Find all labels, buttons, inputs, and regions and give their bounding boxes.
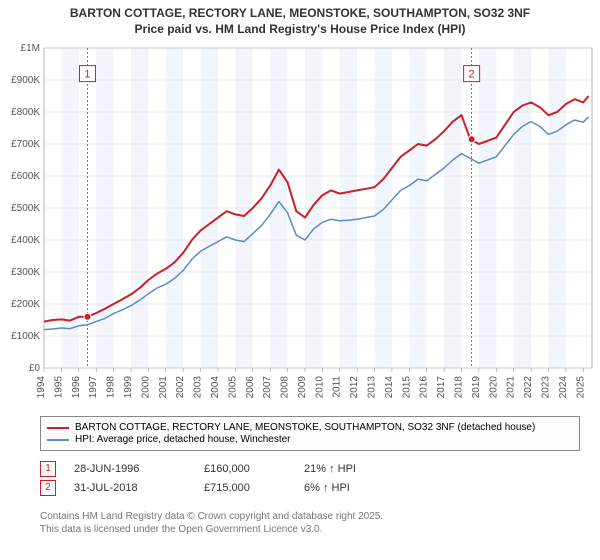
svg-text:2005: 2005 [227,376,238,399]
svg-text:2025: 2025 [575,376,586,399]
marker-row: 1 28-JUN-1996 £160,000 21% ↑ HPI [40,461,356,477]
legend-item: BARTON COTTAGE, RECTORY LANE, MEONSTOKE,… [47,422,573,433]
svg-text:2003: 2003 [193,376,204,399]
svg-text:2: 2 [469,69,475,81]
marker-badge: 2 [40,480,56,496]
svg-text:1994: 1994 [36,376,47,399]
svg-text:£0: £0 [29,363,41,374]
svg-text:1995: 1995 [53,376,64,399]
legend-swatch [47,439,69,441]
svg-text:2024: 2024 [558,376,569,399]
svg-text:2013: 2013 [367,376,378,399]
svg-text:2002: 2002 [175,376,186,399]
title-line-1: BARTON COTTAGE, RECTORY LANE, MEONSTOKE,… [0,6,600,22]
svg-text:2016: 2016 [419,376,430,399]
footer-line-1: Contains HM Land Registry data © Crown c… [40,510,383,523]
svg-text:£400K: £400K [11,235,40,246]
svg-text:2017: 2017 [436,376,447,399]
chart-title: BARTON COTTAGE, RECTORY LANE, MEONSTOKE,… [0,0,600,37]
svg-text:£800K: £800K [11,107,40,118]
svg-text:2001: 2001 [158,376,169,399]
svg-text:2010: 2010 [314,376,325,399]
svg-text:2021: 2021 [506,376,517,399]
marker-hpi: 21% ↑ HPI [304,463,356,475]
svg-text:2007: 2007 [262,376,273,399]
footer-line-2: This data is licensed under the Open Gov… [40,523,383,536]
marker-badge: 1 [40,461,56,477]
svg-text:1998: 1998 [106,376,117,399]
svg-text:£500K: £500K [11,203,40,214]
svg-text:2019: 2019 [471,376,482,399]
svg-text:£100K: £100K [11,331,40,342]
svg-text:1997: 1997 [88,376,99,399]
svg-text:1996: 1996 [71,376,82,399]
legend-swatch [47,427,69,429]
svg-text:2020: 2020 [488,376,499,399]
marker-row: 2 31-JUL-2018 £715,000 6% ↑ HPI [40,480,356,496]
chart-area: £0 £100K £200K £300K £400K £500K £600K £700K £80… [0,42,600,412]
marker-date: 28-JUN-1996 [74,463,204,475]
svg-text:2022: 2022 [523,376,534,399]
svg-text:2018: 2018 [454,376,465,399]
svg-text:1999: 1999 [123,376,134,399]
svg-text:1: 1 [84,69,90,81]
legend-label: BARTON COTTAGE, RECTORY LANE, MEONSTOKE,… [75,422,535,433]
svg-text:2008: 2008 [280,376,291,399]
svg-text:2000: 2000 [140,376,151,399]
legend: BARTON COTTAGE, RECTORY LANE, MEONSTOKE,… [40,416,580,451]
chart-svg: £0 £100K £200K £300K £400K £500K £600K £700K £80… [0,42,600,412]
marker-price: £715,000 [204,482,304,494]
svg-text:2023: 2023 [541,376,552,399]
svg-text:2004: 2004 [210,376,221,399]
title-line-2: Price paid vs. HM Land Registry's House … [0,22,600,38]
svg-text:£900K: £900K [11,75,40,86]
svg-text:£600K: £600K [11,171,40,182]
marker-price: £160,000 [204,463,304,475]
svg-text:2009: 2009 [297,376,308,399]
marker-table: 1 28-JUN-1996 £160,000 21% ↑ HPI 2 31-JU… [40,458,356,499]
svg-text:2014: 2014 [384,376,395,399]
legend-label: HPI: Average price, detached house, Winc… [75,434,291,445]
svg-text:2011: 2011 [332,376,343,398]
svg-text:£300K: £300K [11,267,40,278]
legend-item: HPI: Average price, detached house, Winc… [47,434,573,445]
chart-container: BARTON COTTAGE, RECTORY LANE, MEONSTOKE,… [0,0,600,560]
svg-text:£200K: £200K [11,299,40,310]
svg-text:2006: 2006 [245,376,256,399]
svg-text:£1M: £1M [21,43,40,54]
svg-text:2012: 2012 [349,376,360,399]
marker-hpi: 6% ↑ HPI [304,482,350,494]
svg-text:£700K: £700K [11,139,40,150]
svg-text:2015: 2015 [401,376,412,399]
footer: Contains HM Land Registry data © Crown c… [40,510,383,536]
marker-date: 31-JUL-2018 [74,482,204,494]
